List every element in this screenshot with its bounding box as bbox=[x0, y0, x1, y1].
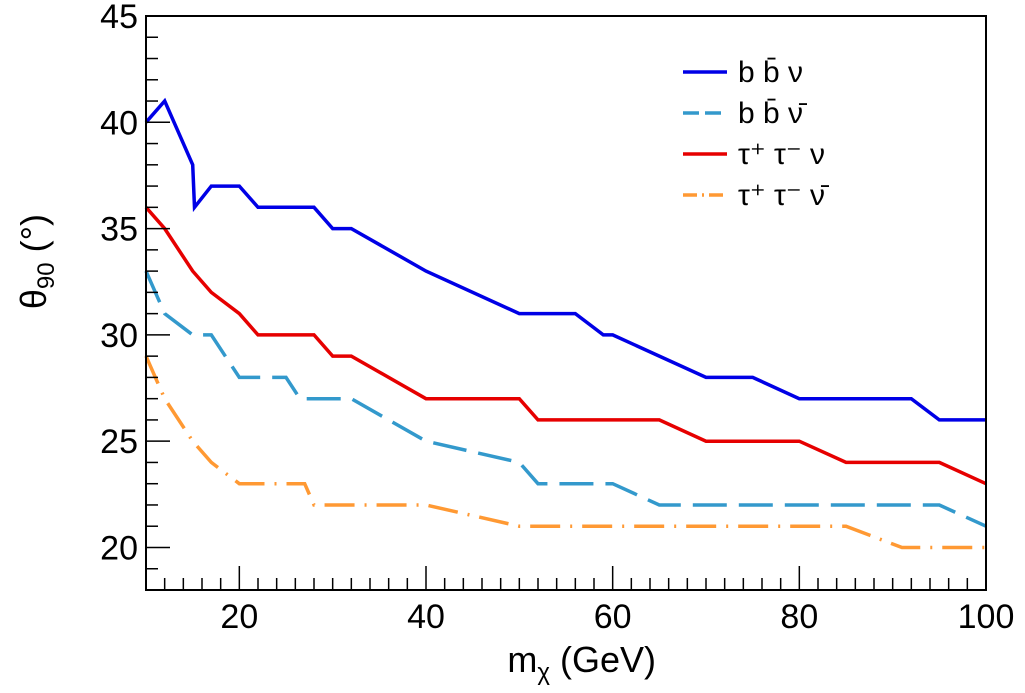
x-tick-label: 20 bbox=[220, 598, 258, 636]
x-tick-label: 100 bbox=[958, 598, 1015, 636]
legend-label-2: τ⁺ τ⁻ ν bbox=[738, 138, 825, 171]
series-lines bbox=[144, 97, 987, 550]
x-tick-label: 40 bbox=[407, 598, 445, 636]
x-axis-label-sub: χ bbox=[537, 659, 550, 686]
plot-frame bbox=[145, 15, 987, 591]
y-tick-label: 30 bbox=[100, 317, 138, 355]
y-axis-label-sub: 90 bbox=[33, 262, 60, 289]
y-tick-label: 40 bbox=[100, 104, 138, 142]
axis-ticks bbox=[145, 15, 987, 591]
x-tick-label: 80 bbox=[780, 598, 818, 636]
series-line-2 bbox=[144, 206, 987, 486]
tick-labels: 20 40 60 80 100 20 25 30 35 40 45 bbox=[100, 0, 1014, 636]
y-tick-label: 45 bbox=[100, 0, 138, 36]
y-tick-label: 35 bbox=[100, 211, 138, 249]
y-axis-label-unit: (°) bbox=[13, 214, 54, 262]
x-axis-label-unit: (GeV) bbox=[550, 639, 656, 680]
x-axis-label-main: m bbox=[507, 639, 537, 680]
series-line-1 bbox=[144, 270, 987, 528]
y-tick-label: 20 bbox=[100, 529, 138, 567]
y-axis-label-main: θ bbox=[13, 289, 54, 309]
y-axis-label: θ90 (°) bbox=[13, 214, 60, 309]
series-line-3 bbox=[144, 355, 986, 550]
x-axis-label: mχ (GeV) bbox=[507, 639, 656, 686]
legend: b b̄ ν b b̄ ν̄ τ⁺ τ⁻ ν τ⁺ τ⁻ ν̄ bbox=[683, 56, 830, 212]
legend-label-0: b b̄ ν bbox=[738, 56, 803, 89]
y-tick-label: 25 bbox=[100, 423, 138, 461]
legend-label-1: b b̄ ν̄ bbox=[738, 97, 808, 130]
x-tick-label: 60 bbox=[594, 598, 632, 636]
series-line-0 bbox=[144, 97, 986, 422]
legend-label-3: τ⁺ τ⁻ ν̄ bbox=[738, 179, 830, 212]
